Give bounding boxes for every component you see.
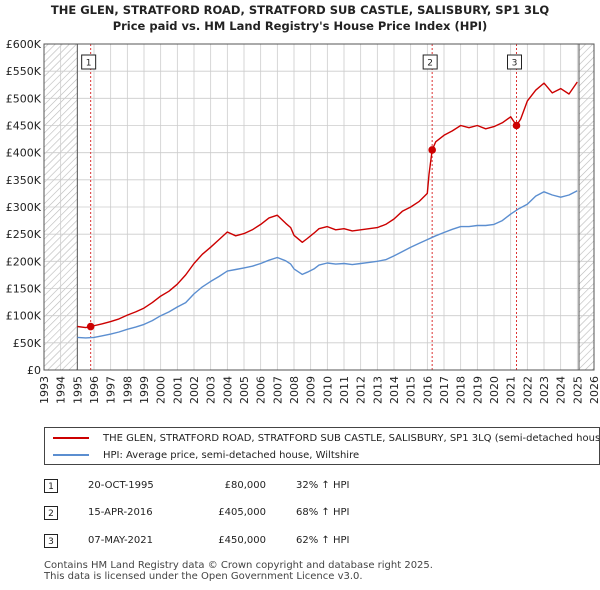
x-tick-label: 2010	[321, 376, 334, 404]
sale-label-number: 2	[427, 59, 433, 69]
x-tick-label: 2013	[371, 376, 384, 404]
legend-property-label: THE GLEN, STRATFORD ROAD, STRATFORD SUB …	[103, 432, 600, 444]
transaction-hpi: 62% ↑ HPI	[296, 535, 350, 546]
transaction-price: £405,000	[218, 507, 266, 518]
x-tick-label: 1996	[88, 376, 101, 404]
transaction-hpi: 32% ↑ HPI	[296, 480, 350, 491]
y-tick-label: £250K	[6, 228, 42, 241]
x-tick-label: 1993	[38, 376, 51, 404]
sale-label-box	[507, 54, 522, 70]
hpi-series-line	[77, 190, 578, 339]
x-tick-label: 2018	[455, 376, 468, 404]
transaction-number: 3	[44, 534, 58, 548]
series-group	[77, 81, 578, 339]
sale-point	[512, 121, 521, 130]
footer-copyright: Contains HM Land Registry data © Crown c…	[44, 560, 433, 571]
property-series-line	[77, 81, 578, 329]
x-tick-label: 2016	[421, 376, 434, 404]
y-tick-label: £150K	[6, 283, 42, 296]
y-tick-label: £200K	[6, 255, 42, 268]
x-tick-label: 2012	[355, 376, 368, 404]
x-tick-label: 1999	[138, 376, 151, 404]
sale-point	[428, 146, 436, 154]
x-tick-label: 2026	[588, 376, 600, 404]
transaction-number: 1	[44, 479, 58, 493]
plot-frame	[43, 43, 595, 371]
y-tick-label: £450K	[6, 120, 42, 133]
x-tick-label: 1995	[71, 376, 84, 404]
x-tick-label: 2020	[488, 376, 501, 404]
x-tick-label: 2008	[288, 376, 301, 404]
x-tick-label: 2014	[388, 376, 401, 404]
transaction-date: 20-OCT-1995	[88, 480, 154, 491]
y-tick-label: £550K	[6, 65, 42, 78]
footer: Contains HM Land Registry data © Crown c…	[44, 560, 433, 582]
y-tick-label: £50K	[13, 337, 42, 350]
transaction-date: 15-APR-2016	[88, 507, 153, 518]
x-tick-label: 2022	[521, 376, 534, 404]
transaction-date: 07-MAY-2021	[88, 535, 154, 546]
table-row: 3 07-MAY-2021 £450,000 62% ↑ HPI	[44, 531, 444, 553]
chart-title: THE GLEN, STRATFORD ROAD, STRATFORD SUB …	[50, 3, 550, 17]
x-tick-label: 2004	[221, 376, 234, 404]
table-row: 2 15-APR-2016 £405,000 68% ↑ HPI	[44, 503, 444, 525]
x-tick-label: 2023	[538, 376, 551, 404]
x-tick-label: 2025	[571, 376, 584, 404]
transaction-price: £80,000	[224, 480, 266, 491]
x-tick-label: 2009	[305, 376, 318, 404]
sale-point	[86, 322, 95, 331]
legend-property: THE GLEN, STRATFORD ROAD, STRATFORD SUB …	[53, 430, 600, 446]
x-tick-label: 2000	[155, 376, 168, 404]
sale-label-box	[422, 54, 438, 70]
x-tick-label: 2007	[271, 376, 284, 404]
price-chart: £0 £50K £100K £150K £200K £250K £300K £350K £400…	[6, 38, 600, 404]
legend-hpi-label: HPI: Average price, semi-detached house,…	[103, 449, 360, 461]
y-tick-label: £100K	[6, 310, 42, 323]
x-tick-label: 2001	[171, 376, 184, 404]
y-tick-label: £0	[27, 364, 41, 377]
x-tick-label: 2003	[205, 376, 218, 404]
sale-label-box	[81, 54, 97, 70]
sale-label-number: 1	[86, 59, 92, 69]
y-tick-label: £400K	[6, 147, 42, 160]
legend-property-swatch	[53, 437, 89, 439]
y-tick-label: £350K	[6, 174, 42, 187]
x-tick-label: 2021	[505, 376, 518, 404]
x-tick-label: 2006	[255, 376, 268, 404]
x-tick-label: 2024	[555, 376, 568, 404]
transaction-number: 2	[44, 506, 58, 520]
y-tick-label: £600K	[6, 38, 42, 51]
x-tick-label: 1994	[55, 376, 68, 404]
x-tick-label: 2011	[338, 376, 351, 404]
x-tick-label: 2015	[405, 376, 418, 404]
x-tick-label: 1998	[121, 376, 134, 404]
y-tick-label: £500K	[6, 92, 42, 105]
y-tick-label: £300K	[6, 201, 42, 214]
x-tick-label: 1997	[105, 376, 118, 404]
legend-hpi-swatch	[53, 454, 89, 456]
legend-hpi: HPI: Average price, semi-detached house,…	[53, 447, 359, 463]
x-tick-label: 2017	[438, 376, 451, 404]
x-tick-label: 2019	[471, 376, 484, 404]
sale-label-number: 3	[512, 59, 518, 69]
chart-subtitle: Price paid vs. HM Land Registry's House …	[112, 19, 488, 33]
transaction-hpi: 68% ↑ HPI	[296, 507, 350, 518]
footer-license: This data is licensed under the Open Gov…	[44, 571, 363, 582]
table-row: 1 20-OCT-1995 £80,000 32% ↑ HPI	[44, 476, 444, 498]
x-tick-label: 2005	[238, 376, 251, 404]
transaction-price: £450,000	[218, 535, 266, 546]
x-tick-label: 2002	[188, 376, 201, 404]
chart-legend: THE GLEN, STRATFORD ROAD, STRATFORD SUB …	[44, 427, 600, 465]
